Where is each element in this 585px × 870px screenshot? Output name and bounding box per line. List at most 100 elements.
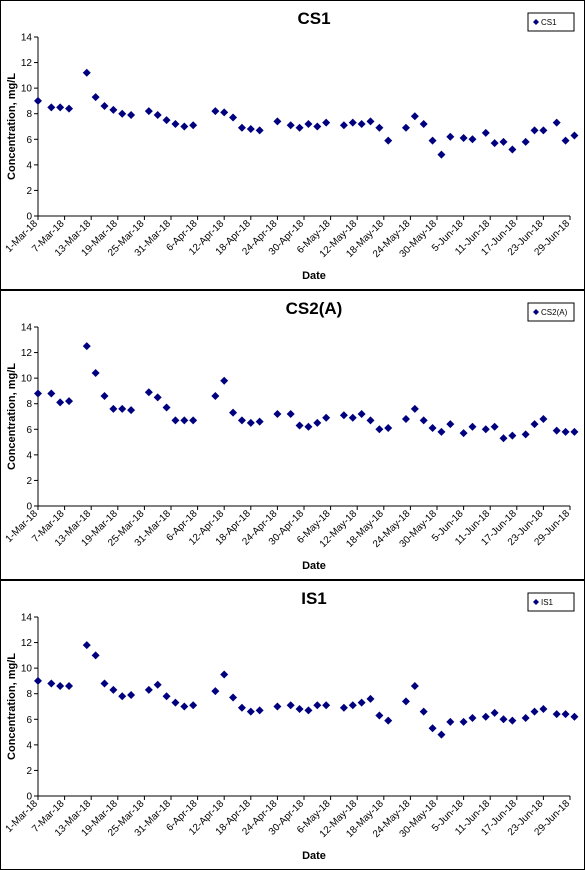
data-point — [481, 128, 490, 137]
data-point — [419, 416, 428, 425]
data-point — [468, 422, 477, 431]
data-point — [339, 411, 348, 420]
data-point — [446, 132, 455, 141]
data-point — [499, 137, 508, 146]
data-point — [100, 102, 109, 111]
data-point — [419, 119, 428, 128]
data-point — [570, 131, 579, 140]
data-point — [82, 68, 91, 77]
y-tick-label: 6 — [26, 135, 32, 146]
x-axis-title: Date — [302, 560, 326, 572]
data-point — [171, 119, 180, 128]
data-point — [490, 708, 499, 717]
chart-svg: CS1024681012141-Mar-187-Mar-1813-Mar-181… — [4, 9, 579, 282]
y-tick-label: 0 — [26, 212, 32, 223]
y-tick-label: 2 — [26, 766, 32, 777]
data-point — [65, 682, 74, 691]
data-point — [357, 698, 366, 707]
data-point — [357, 119, 366, 128]
chart-title: IS1 — [301, 589, 327, 608]
y-axis-title: Concentration, mg/L — [6, 653, 18, 760]
data-point — [313, 701, 322, 710]
data-point — [153, 110, 162, 119]
data-point — [118, 692, 127, 701]
data-point — [437, 427, 446, 436]
y-tick-label: 10 — [21, 664, 33, 675]
data-point — [273, 702, 282, 711]
data-point — [56, 103, 65, 112]
data-point — [237, 123, 246, 132]
data-point — [490, 139, 499, 148]
data-point — [127, 406, 136, 415]
chart-svg: IS1024681012141-Mar-187-Mar-1813-Mar-181… — [4, 589, 579, 862]
data-point — [428, 136, 437, 145]
y-tick-label: 4 — [26, 160, 32, 171]
data-point — [189, 701, 198, 710]
data-point — [180, 702, 189, 711]
y-tick-label: 14 — [21, 33, 33, 44]
data-point — [552, 710, 561, 719]
data-point — [570, 712, 579, 721]
data-point — [34, 389, 42, 398]
y-tick-label: 14 — [21, 323, 33, 334]
data-point — [211, 392, 220, 401]
chart-panel-3: IS1 0 2 4 6 8 10 12 14 1-Mar-18 7-Mar-18 13-Mar-18 1… — [0, 580, 585, 870]
y-tick-label: 2 — [26, 476, 32, 487]
data-point — [118, 109, 127, 118]
data-point — [295, 123, 304, 132]
data-point — [339, 703, 348, 712]
data-point — [56, 682, 65, 691]
legend-marker — [533, 599, 539, 605]
data-point — [459, 717, 468, 726]
data-point — [229, 113, 238, 122]
data-point — [91, 369, 100, 378]
data-point — [401, 415, 410, 424]
x-axis-title: Date — [302, 270, 326, 282]
data-point — [508, 431, 517, 440]
data-point — [521, 430, 530, 439]
data-point — [295, 705, 304, 714]
data-point — [255, 126, 264, 135]
data-point — [109, 685, 118, 694]
data-point — [459, 134, 468, 143]
data-point — [384, 716, 393, 725]
data-point — [220, 376, 229, 385]
data-point — [490, 422, 499, 431]
data-point — [508, 716, 517, 725]
data-point — [561, 710, 570, 719]
y-tick-label: 0 — [26, 502, 32, 513]
data-point — [47, 679, 56, 688]
data-point — [246, 418, 255, 427]
data-point — [118, 404, 127, 413]
y-tick-label: 6 — [26, 425, 32, 436]
data-point — [304, 119, 313, 128]
data-point — [65, 397, 74, 406]
data-point — [153, 393, 162, 402]
legend-label: CS2(A) — [541, 308, 568, 317]
data-point — [109, 404, 118, 413]
data-point — [419, 707, 428, 716]
data-point — [552, 426, 561, 435]
x-axis-title: Date — [302, 850, 326, 862]
data-point — [401, 697, 410, 706]
data-point — [162, 403, 171, 412]
data-point — [468, 714, 477, 723]
data-point — [375, 425, 384, 434]
data-point — [144, 107, 153, 116]
legend-label: CS1 — [541, 18, 557, 27]
data-point — [171, 698, 180, 707]
data-point — [304, 422, 313, 431]
data-point — [366, 117, 375, 126]
data-point — [530, 707, 539, 716]
data-point — [570, 427, 579, 436]
chart-title: CS1 — [297, 9, 330, 28]
data-point — [229, 693, 238, 702]
data-point — [481, 425, 490, 434]
y-tick-label: 14 — [21, 613, 33, 624]
data-point — [339, 121, 348, 130]
legend-marker — [533, 309, 539, 315]
data-point — [410, 404, 419, 413]
data-point — [508, 145, 517, 154]
y-tick-label: 2 — [26, 186, 32, 197]
data-point — [322, 413, 331, 422]
